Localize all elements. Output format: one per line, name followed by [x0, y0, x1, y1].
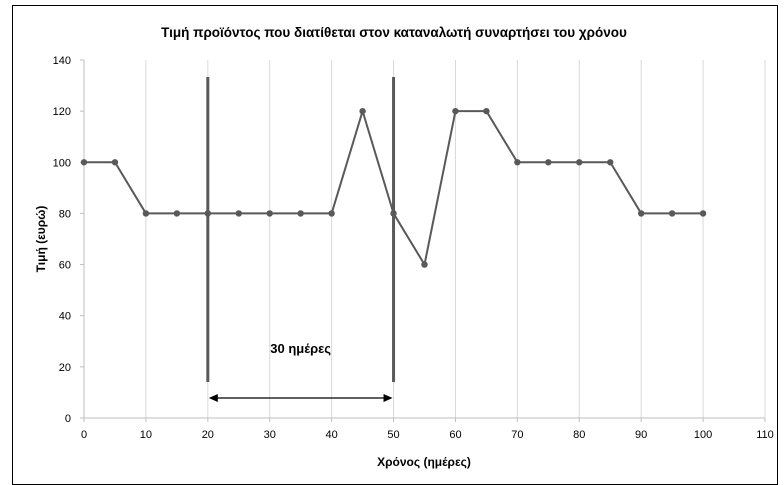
- period-arrow-right-head: [383, 394, 393, 402]
- x-tick-label: 10: [140, 429, 152, 441]
- y-tick-label: 20: [59, 362, 71, 374]
- period-arrow-left-head: [208, 394, 218, 402]
- y-tick-label: 40: [59, 311, 71, 323]
- x-tick-label: 70: [511, 429, 523, 441]
- data-point: [699, 210, 707, 217]
- data-point: [514, 159, 521, 166]
- chart-title: Τιμή προϊόντος που διατίθεται στον καταν…: [161, 25, 627, 40]
- data-point: [421, 261, 428, 268]
- x-tick-label: 20: [202, 429, 214, 441]
- y-tick-label: 60: [59, 260, 71, 272]
- data-point: [142, 210, 150, 217]
- period-annotation: [206, 77, 396, 402]
- x-tick-label: 80: [573, 429, 585, 441]
- data-point: [111, 159, 119, 166]
- period-label: 30 ημέρες: [270, 341, 331, 356]
- y-axis-label: Τιμή (ευρώ): [34, 206, 48, 273]
- x-tick-label: 0: [81, 429, 87, 441]
- data-point: [359, 107, 366, 115]
- y-tick-label: 0: [65, 413, 71, 425]
- data-point: [668, 210, 676, 217]
- data-point: [637, 210, 645, 217]
- data-point: [173, 210, 181, 217]
- x-tick-label: 50: [387, 429, 399, 441]
- x-axis-label: Χρόνος (ημέρες): [377, 455, 471, 469]
- series-group: [80, 107, 707, 268]
- x-tick-label: 40: [326, 429, 338, 441]
- data-point: [266, 210, 273, 217]
- data-point: [80, 159, 88, 166]
- x-tick-label: 30: [264, 429, 276, 441]
- data-point: [297, 210, 304, 217]
- data-point: [607, 159, 614, 166]
- data-point: [328, 210, 335, 217]
- data-point: [452, 107, 459, 115]
- data-point: [483, 107, 490, 115]
- y-axis-ticks: 0 20 40 60 80 100 120 140: [53, 55, 84, 425]
- x-tick-label: 100: [694, 429, 712, 441]
- data-point: [204, 210, 212, 217]
- y-tick-label: 120: [53, 106, 71, 118]
- y-tick-label: 80: [59, 208, 71, 220]
- y-tick-label: 100: [53, 157, 71, 169]
- x-tick-label: 90: [635, 429, 647, 441]
- x-tick-label: 110: [756, 429, 774, 441]
- data-point: [545, 159, 552, 166]
- y-tick-label: 140: [53, 55, 71, 67]
- axes: [83, 60, 765, 419]
- data-point: [390, 210, 397, 217]
- x-tick-label: 60: [449, 429, 461, 441]
- data-point: [576, 159, 583, 166]
- data-point: [235, 210, 242, 217]
- x-axis-ticks: 0 10 20 30 40 50 60 70 80 90 100 110: [81, 418, 774, 441]
